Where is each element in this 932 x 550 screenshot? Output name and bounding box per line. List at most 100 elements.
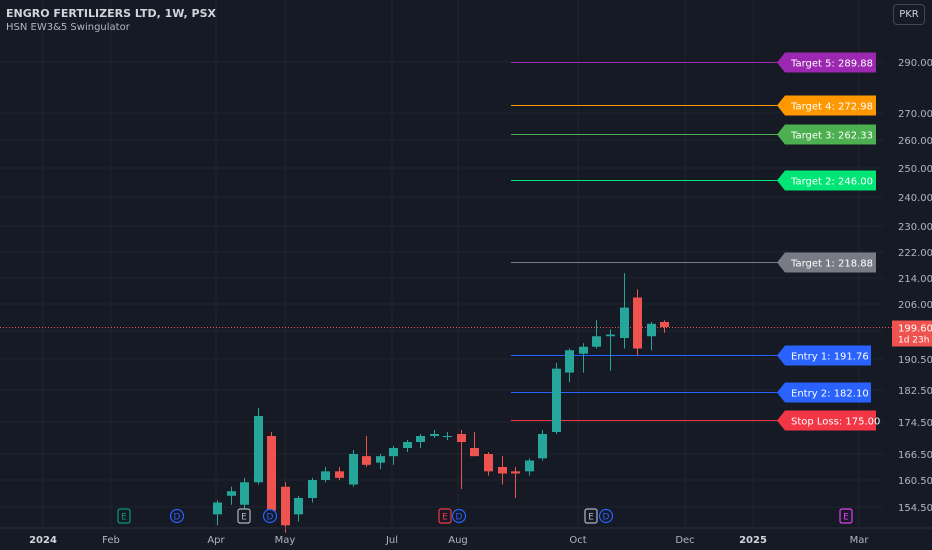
candle-body xyxy=(430,434,439,436)
x-tick-label: May xyxy=(275,535,296,546)
currency-button[interactable]: PKR xyxy=(893,4,925,25)
symbol-title: ENGRO FERTILIZERS LTD, 1W, PSX xyxy=(6,7,217,20)
candle xyxy=(606,329,615,371)
candle-body xyxy=(362,456,371,465)
y-tick-label: 190.50 xyxy=(898,355,932,366)
price-axis: 290.00 270.00 260.00 250.00 240.00 230.00 222.… xyxy=(898,58,932,514)
candle xyxy=(254,408,263,485)
candlestick-series xyxy=(213,273,669,533)
earnings-marker[interactable]: E xyxy=(438,508,452,524)
candle xyxy=(213,500,222,526)
y-tick-label: 290.00 xyxy=(898,58,932,69)
candle xyxy=(308,477,317,503)
candle xyxy=(470,432,479,457)
candle-body xyxy=(647,323,656,337)
candle-body xyxy=(240,482,249,505)
level-tag: Target 4: 272.98 xyxy=(777,95,876,116)
level-tag-bg xyxy=(777,382,871,403)
candle xyxy=(294,495,303,522)
candle-body xyxy=(389,448,398,457)
x-tick-label: Dec xyxy=(675,535,694,546)
event-letter: D xyxy=(267,513,274,523)
y-tick-label: 250.00 xyxy=(898,164,932,175)
candle-body xyxy=(321,471,330,480)
candle xyxy=(511,467,520,498)
candle-body xyxy=(565,350,574,373)
level-tag-bg xyxy=(777,52,876,73)
candle-body xyxy=(511,471,520,474)
candle-body xyxy=(457,434,466,442)
x-tick-label: 2024 xyxy=(29,535,57,546)
y-tick-label: 160.50 xyxy=(898,476,932,487)
dividend-marker[interactable]: D xyxy=(169,508,185,524)
level-tag-label: Target 1: 218.88 xyxy=(790,259,873,270)
indicator-name: HSN EW3&5 Swingulator xyxy=(6,22,130,33)
y-tick-label: 230.00 xyxy=(898,222,932,233)
candle-body xyxy=(484,454,493,472)
dividend-marker[interactable]: D xyxy=(451,508,467,524)
candle-body xyxy=(227,491,236,496)
level-tag: Target 1: 218.88 xyxy=(777,252,876,273)
level-tag-bg xyxy=(777,95,876,116)
level-tag-bg xyxy=(777,124,876,145)
candle xyxy=(484,452,493,476)
candle xyxy=(403,440,412,452)
candle xyxy=(335,467,344,480)
bar-countdown: 1d 23h xyxy=(898,336,929,346)
candle xyxy=(389,446,398,465)
x-tick-label: Jul xyxy=(385,535,398,546)
y-tick-label: 240.00 xyxy=(898,193,932,204)
level-tag-label: Entry 2: 182.10 xyxy=(791,389,869,400)
candle-body xyxy=(213,502,222,515)
x-tick-label: Aug xyxy=(448,535,468,546)
level-tag-bg xyxy=(777,345,871,366)
candle xyxy=(647,322,656,351)
level-tag: Stop Loss: 175.00 xyxy=(777,410,880,431)
event-letter: D xyxy=(174,513,181,523)
earnings-marker[interactable]: E xyxy=(237,508,251,524)
candle-body xyxy=(538,434,547,459)
dividend-marker[interactable]: D xyxy=(598,508,614,524)
candle xyxy=(525,458,534,476)
dividend-marker[interactable]: D xyxy=(262,508,278,524)
last-price-bg xyxy=(892,320,932,347)
candle xyxy=(416,434,425,448)
level-tag-bg xyxy=(777,170,876,191)
candle-body xyxy=(620,307,629,338)
level-tag: Target 5: 289.88 xyxy=(777,52,876,73)
candle-body xyxy=(403,442,412,448)
candle xyxy=(565,348,574,383)
candle-body xyxy=(294,498,303,515)
candle-body xyxy=(376,456,385,463)
earnings-marker[interactable]: E xyxy=(117,508,131,524)
level-tag-bg xyxy=(777,252,876,273)
candle-body xyxy=(267,436,276,511)
candle xyxy=(552,362,561,434)
candle xyxy=(321,467,330,483)
chart-grid xyxy=(0,0,884,528)
candle-body xyxy=(281,486,290,526)
candle xyxy=(498,456,507,485)
candle-body xyxy=(606,334,615,337)
candle xyxy=(620,273,629,349)
earnings-marker[interactable]: E xyxy=(839,508,853,524)
level-tag: Target 3: 262.33 xyxy=(777,124,876,145)
y-tick-label: 260.00 xyxy=(898,136,932,147)
y-tick-label: 222.00 xyxy=(898,248,932,259)
y-tick-label: 182.50 xyxy=(898,386,932,397)
level-tags: Target 5: 289.88 Target 4: 272.98 Target 3… xyxy=(777,52,932,431)
candle xyxy=(430,430,439,438)
candle-body xyxy=(308,480,317,498)
x-tick-label: 2025 xyxy=(739,535,767,546)
level-tag-label: Target 2: 246.00 xyxy=(790,177,873,188)
candle-body xyxy=(443,436,452,437)
candle-body xyxy=(416,436,425,442)
earnings-marker[interactable]: E xyxy=(584,508,598,524)
y-tick-label: 214.00 xyxy=(898,274,932,285)
candle xyxy=(362,436,371,467)
candle xyxy=(281,482,290,533)
candle-body xyxy=(552,368,561,432)
candle-body xyxy=(335,471,344,478)
